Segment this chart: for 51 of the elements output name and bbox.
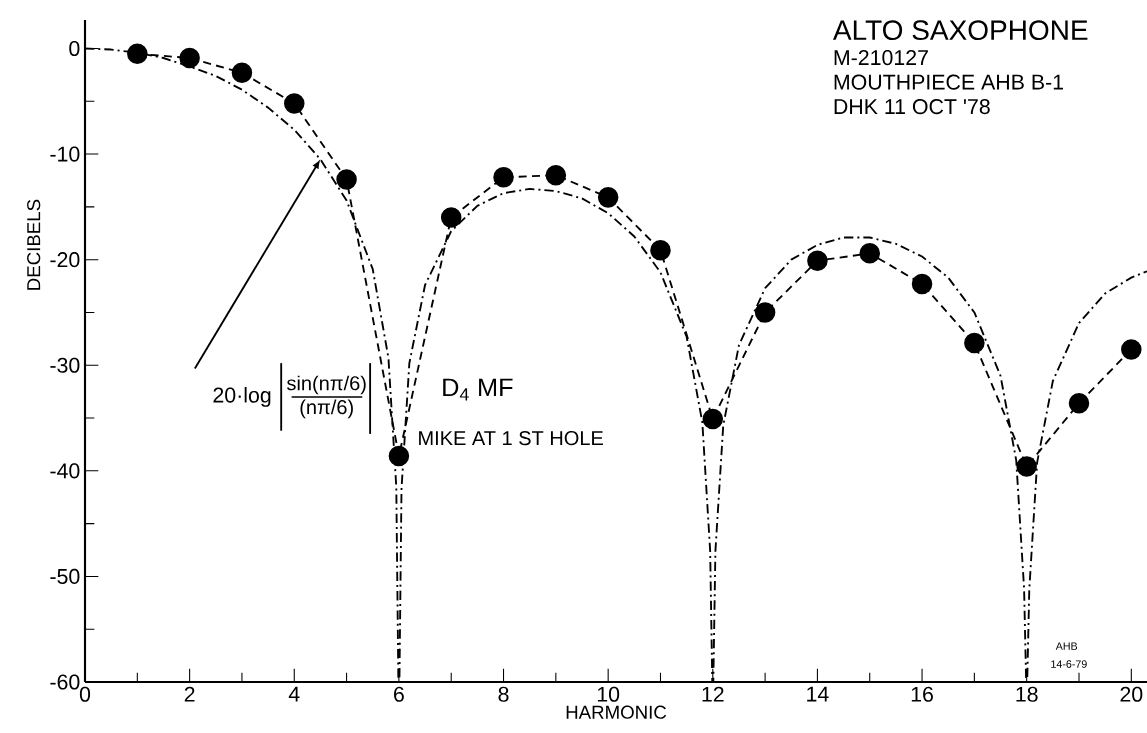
annotation: 14-6-79: [1051, 660, 1087, 668]
y-tick-label: -10: [50, 146, 80, 162]
x-axis-title: HARMONIC: [566, 705, 667, 719]
point: [859, 243, 881, 264]
annotation: M-210127: [834, 50, 928, 66]
y-tick-label: -20: [50, 252, 80, 268]
point: [964, 332, 985, 354]
point: [911, 273, 933, 295]
point: [702, 408, 724, 430]
x-tick-label: 8: [498, 686, 509, 702]
point: [388, 445, 410, 467]
x-tick-label: 16: [911, 686, 933, 702]
point: [283, 93, 305, 114]
point: [1121, 339, 1142, 360]
annotation: D$_{4}$ MF: [443, 378, 513, 401]
point: [545, 164, 567, 186]
point: [336, 169, 357, 190]
chart-title: ALTO SAXOPHONE: [832, 20, 1088, 41]
point: [440, 207, 462, 228]
annotation: MIKE AT 1 ST HOLE: [419, 431, 603, 446]
annotation: (nπ/6): [300, 399, 353, 419]
y-tick-label: -50: [50, 568, 80, 584]
x-tick-label: 12: [702, 686, 724, 702]
x-tick-label: 14: [807, 686, 829, 702]
annotation: MOUTHPIECE AHB B-1: [834, 74, 1063, 90]
y-tick-label: -60: [50, 674, 80, 690]
point: [179, 47, 200, 69]
y-tick-label: 0: [69, 40, 80, 57]
x-tick-label: 18: [1016, 686, 1038, 702]
x-tick-label: 0: [79, 686, 91, 702]
x-tick-label: 2: [184, 686, 195, 702]
point: [231, 62, 253, 84]
point: [650, 239, 671, 261]
point: [1016, 456, 1037, 477]
annotation: sin(nπ/6): [287, 375, 366, 395]
point: [807, 250, 828, 271]
annotation: AHB: [1055, 642, 1078, 650]
annotation: 20·log: [213, 386, 271, 407]
point: [754, 302, 776, 323]
x-tick-label: 10: [597, 686, 620, 702]
x-tick-label: 6: [394, 686, 404, 702]
point: [1068, 392, 1090, 414]
y-axis-title: DECIBELS: [27, 199, 41, 290]
y-tick-label: -40: [50, 463, 80, 479]
x-tick-label: 4: [288, 686, 300, 702]
y-tick-label: -30: [50, 357, 80, 373]
point: [493, 167, 514, 188]
x-tick-label: 20: [1120, 686, 1143, 702]
point: [127, 43, 148, 65]
annotation: DHK 11 OCT '78: [834, 99, 990, 115]
point: [597, 187, 619, 208]
